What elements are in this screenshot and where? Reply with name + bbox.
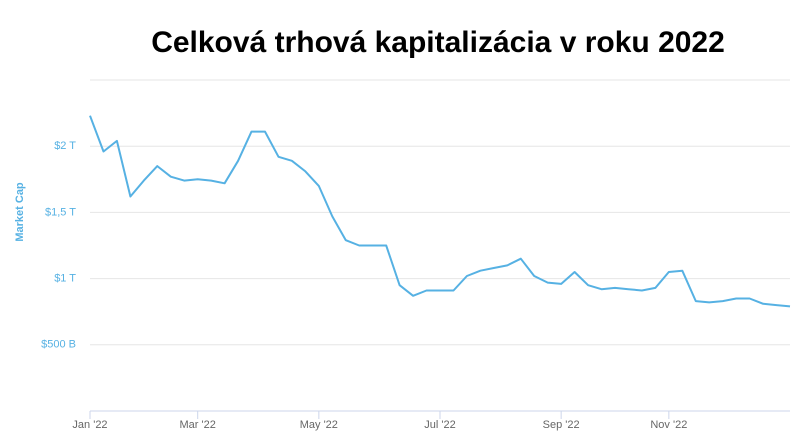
x-tick-label: Sep '22: [543, 419, 580, 431]
x-tick-label: Nov '22: [650, 419, 687, 431]
y-axis-label: Market Cap: [14, 182, 26, 242]
y-tick-label: $1,5 T: [45, 206, 76, 218]
x-tick-label: Jan '22: [72, 419, 107, 431]
x-tick-label: Jul '22: [424, 419, 455, 431]
x-tick-label: May '22: [300, 419, 338, 431]
y-tick-label: $1 T: [54, 273, 76, 285]
line-series: [89, 115, 791, 308]
x-tick-label: Mar '22: [180, 419, 216, 431]
chart-title: Celková trhová kapitalizácia v roku 2022: [151, 26, 725, 59]
y-tick-label: $2 T: [54, 140, 76, 152]
y-tick-label: $500 B: [41, 339, 76, 351]
